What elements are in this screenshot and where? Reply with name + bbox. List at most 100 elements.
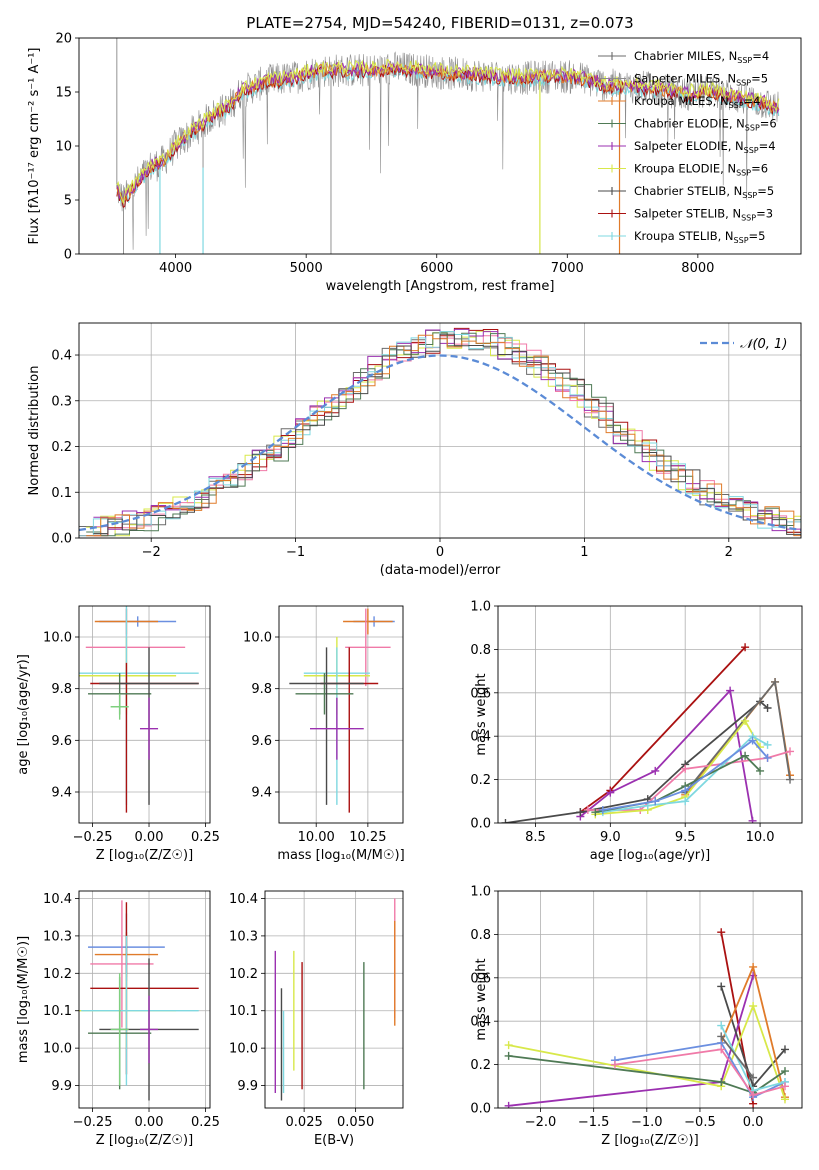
massweight_vs_age-series-marker — [591, 808, 600, 817]
age_vs_Z-errorbar-point — [90, 662, 199, 813]
age_vs_mass-errorbar-point — [289, 647, 364, 805]
spectrum-ytick-label: 15 — [55, 86, 72, 101]
mass_vs_Z-points — [79, 900, 199, 1101]
age_vs_Z-xtick-label: 0.25 — [191, 830, 220, 845]
massweight_vs_age-series-marker — [786, 775, 795, 784]
mass_vs_ebv-ytick-label: 10.2 — [229, 967, 258, 982]
massweight_vs_age-series-marker — [763, 753, 772, 762]
massweight_vs_age-series-line — [579, 688, 754, 821]
massweight_vs_Z-series-marker — [717, 1045, 726, 1054]
spectrum-legend-entry: Chabrier STELIB, NSSP=5 — [598, 184, 774, 200]
age-vs-z-panel: −0.25 0.00 0.25 9.4 9.6 9.8 10.0 Z [log₁₀(Z/Z☉)… — [16, 605, 220, 863]
mass_vs_Z-ytick-label: 10.0 — [43, 1042, 72, 1057]
age_vs_Z-xlabel: Z [log₁₀(Z/Z☉)] — [96, 848, 193, 863]
mass_vs_Z-ytick-label: 10.2 — [43, 967, 72, 982]
massweight_vs_Z-ytick-label: 1.0 — [470, 885, 491, 900]
spectrum-legend-label: Salpeter ELODIE, NSSP=4 — [634, 139, 776, 155]
spectrum-panel: 4000 5000 6000 7000 8000 0 5 10 15 20 wavelength [… — [27, 32, 802, 294]
massweight_vs_age-ytick-label: 1.0 — [470, 600, 491, 615]
massweight_vs_Z-xtick-label: −1.0 — [631, 1115, 663, 1130]
massweight_vs_age-xtick-label: 8.5 — [525, 830, 546, 845]
spectrum-xtick-label: 5000 — [290, 261, 323, 276]
massweight_vs_Z-series-marker — [780, 1082, 789, 1091]
spectrum-ytick-label: 10 — [55, 140, 72, 155]
mass_vs_ebv-xtick-label: 0.050 — [337, 1115, 374, 1130]
massweight_vs_Z-ytick-label: 0.6 — [470, 971, 491, 986]
age_vs_Z-errorbar-point — [110, 693, 129, 720]
spectrum-legend-entry: Kroupa MILES, NSSP=4 — [598, 94, 760, 110]
residuals-legend-label: 𝒩(0, 1) — [740, 337, 787, 352]
spectrum-legend-label: Chabrier ELODIE, NSSP=6 — [634, 117, 777, 133]
age_vs_Z-xtick-label: −0.25 — [73, 830, 113, 845]
massweight_vs_Z-series-marker — [717, 1021, 726, 1030]
massweight_vs_Z-ylabel: mass weight — [474, 958, 489, 1040]
age_vs_mass-xtick-label: 10.00 — [298, 830, 335, 845]
mass_vs_Z-errorbar-point — [110, 973, 129, 1086]
massweight_vs_age-frame — [497, 605, 803, 824]
spectrum-frame — [78, 37, 802, 255]
mass_vs_Z-ylabel: mass [log₁₀(M/M☉)] — [16, 936, 31, 1063]
massweight_vs_Z-series-marker — [749, 1073, 758, 1082]
age_vs_Z-errorbar-point — [79, 606, 199, 805]
age_vs_mass-xlabel: mass [log₁₀(M/M☉)] — [277, 848, 404, 863]
massweight_vs_Z-series-marker — [504, 1051, 513, 1060]
residuals-ytick-label: 0.2 — [51, 440, 72, 455]
massweight_vs_age-ytick-label: 0.0 — [470, 817, 491, 832]
spectrum-model-line — [116, 59, 780, 205]
massweight_vs_Z-series-marker — [749, 1002, 758, 1011]
massweight_vs_age-ytick-label: 0.8 — [470, 643, 491, 658]
age_vs_mass-errorbar-point — [310, 697, 364, 760]
massweight_vs_Z-xtick-label: −0.5 — [684, 1115, 716, 1130]
massweight_vs_Z-series-marker — [749, 962, 758, 971]
spectrum-xtick-label: 8000 — [681, 261, 714, 276]
massweight_vs_age-series-marker — [748, 816, 757, 823]
spectrum-xtick-label: 4000 — [159, 261, 192, 276]
massweight_vs_age-series-line — [595, 719, 761, 816]
spectrum-lines — [116, 38, 780, 254]
massweight_vs_Z-series-line — [720, 932, 754, 1104]
spectrum-model-line — [116, 64, 780, 204]
spectrum-legend-label: Chabrier STELIB, NSSP=5 — [634, 184, 774, 200]
massweight_vs_age-series-marker — [681, 786, 690, 795]
residuals-legend-entry: 𝒩(0, 1) — [700, 337, 787, 352]
spectrum-legend-label: Kroupa ELODIE, NSSP=6 — [634, 162, 768, 178]
massweight_vs_Z-series-line — [720, 1035, 754, 1079]
spectrum-legend-entry: Chabrier MILES, NSSP=4 — [598, 49, 769, 65]
spectrum-ytick-label: 0 — [64, 248, 72, 263]
massweight_vs_Z-series-marker — [504, 1041, 513, 1050]
massweight_vs_Z-series-line — [614, 1041, 786, 1099]
massweight_vs_age-series-marker — [741, 643, 750, 652]
age_vs_mass-frame — [278, 605, 404, 824]
residuals-xtick-label: 2 — [725, 545, 733, 560]
massweight_vs_age-series-marker — [583, 805, 592, 814]
massweight_vs_Z-ytick-label: 0.4 — [470, 1015, 491, 1030]
mass_vs_Z-ytick-label: 10.3 — [43, 929, 72, 944]
age_vs_Z-ytick-label: 10.0 — [43, 631, 72, 646]
residuals-ylabel: Normed distribution — [27, 366, 42, 496]
massweight_vs_Z-series-marker — [717, 1077, 726, 1086]
massweight-vs-z-panel: −2.0 −1.5 −1.0 −0.5 0.0 0.0 0.2 0.4 0.6 0.8 1.0 Z [… — [470, 885, 803, 1148]
mass_vs_Z-xlabel: Z [log₁₀(Z/Z☉)] — [96, 1133, 193, 1148]
spectrum-ytick-label: 5 — [64, 194, 72, 209]
massweight_vs_age-series — [501, 643, 795, 823]
massweight_vs_age-series-marker — [763, 740, 772, 749]
age_vs_Z-errorbar-point — [85, 608, 186, 687]
massweight_vs_Z-series-marker — [717, 928, 726, 937]
massweight_vs_age-ytick-label: 0.6 — [470, 686, 491, 701]
age_vs_mass-errorbar-point — [320, 647, 379, 813]
mass_vs_Z-ytick-label: 10.1 — [43, 1004, 72, 1019]
massweight_vs_Z-ytick-label: 0.8 — [470, 928, 491, 943]
residuals-xtick-label: −1 — [286, 545, 305, 560]
massweight_vs_age-series-marker — [741, 717, 750, 726]
mass_vs_Z-errorbar-point — [81, 935, 199, 1086]
age_vs_mass-ytick-label: 9.6 — [251, 734, 272, 749]
massweight_vs_age-series-marker — [651, 797, 660, 806]
residuals-frame — [78, 322, 802, 539]
spectrum-legend-label: Salpeter MILES, NSSP=5 — [634, 72, 768, 88]
spectrum-legend-entry: Kroupa ELODIE, NSSP=6 — [598, 162, 768, 178]
age_vs_Z-xtick-label: 0.00 — [135, 830, 164, 845]
massweight_vs_Z-frame — [497, 890, 803, 1109]
mass_vs_Z-frame — [78, 890, 211, 1109]
massweight_vs_age-series-marker — [598, 805, 607, 814]
age_vs_mass-ytick-label: 10.0 — [243, 631, 272, 646]
